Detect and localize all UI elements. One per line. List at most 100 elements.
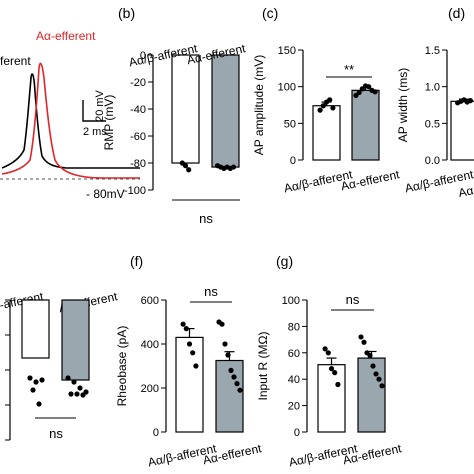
y-tick-label: 60 — [288, 348, 300, 360]
y-tick-label: 40 — [288, 374, 300, 386]
data-point — [186, 341, 193, 347]
sig-label: ** — [344, 62, 354, 77]
y-tick-label: 1.5 — [425, 45, 440, 57]
y-tick-label: 100 — [282, 295, 300, 307]
baseline-label: - 80mV — [86, 187, 125, 201]
data-point — [367, 352, 373, 359]
y-tick-label: 400 — [141, 339, 159, 351]
data-point — [193, 363, 199, 369]
panel-letter: (c) — [262, 5, 278, 21]
scale-bar — [82, 100, 106, 122]
data-point — [317, 107, 323, 113]
y-tick-label: -60 — [130, 131, 146, 143]
data-point — [180, 321, 186, 327]
data-point — [183, 326, 189, 332]
trace-label-efferent: Aα-efferent — [36, 29, 96, 43]
y-axis-label: Rheobase (pA) — [115, 326, 129, 407]
y-tick-label: 0 — [153, 427, 159, 439]
panel-d-ap-width: (d)AP width (ms)0.00.51.01.5Aα/β-afferen… — [396, 5, 474, 200]
data-point — [182, 163, 189, 169]
y-tick-label: 600 — [141, 295, 159, 307]
data-point — [376, 376, 382, 382]
data-point — [222, 341, 228, 347]
y-tick-label: 150 — [278, 45, 296, 57]
panel-e-point — [71, 379, 77, 385]
panel-g-input-r: (g)Input R (MΩ)020406080100Aα/β-afferent… — [256, 253, 403, 469]
data-point — [358, 334, 364, 340]
data-point — [190, 350, 196, 356]
panel-f-rheobase: (f)Rheobase (pA)0200400600Aα/β-afferentA… — [115, 253, 263, 469]
bar-afferent — [171, 54, 200, 164]
y-axis-label: AP amplitude (mV) — [252, 55, 266, 155]
bar-efferent — [351, 89, 380, 161]
data-point — [228, 367, 234, 373]
y-tick-label: 200 — [141, 383, 159, 395]
data-point — [320, 103, 326, 109]
y-tick-label: 50 — [284, 118, 296, 130]
data-point — [373, 371, 379, 377]
data-point — [379, 383, 385, 389]
y-tick-label: 100 — [278, 82, 296, 94]
panel-e-point — [33, 379, 39, 385]
data-point — [356, 89, 362, 96]
category-label: Aα — [457, 183, 474, 200]
panel-e-bar-afferent — [21, 299, 50, 359]
panel-letter: (d) — [448, 5, 465, 21]
panel-e-point — [77, 385, 83, 391]
panel-e-bar-efferent — [61, 299, 90, 381]
bar-afferent — [317, 364, 346, 433]
ap-trace-panel: ferent Aα-efferent 20 mV 2 ms - 80mV — [0, 29, 140, 201]
data-point — [330, 105, 336, 111]
bar-efferent — [211, 54, 240, 168]
data-point — [372, 89, 378, 95]
bar-afferent — [312, 105, 341, 161]
trace-efferent — [1, 62, 140, 179]
y-tick-label: 0.5 — [425, 118, 440, 130]
data-point — [325, 350, 331, 356]
data-point — [370, 363, 376, 369]
panel-b-rmp: (b)RMP (mV)-100-80-60-40-200Aα/β-afferen… — [102, 5, 247, 226]
y-tick-label: -20 — [130, 77, 146, 89]
scale-label-time: 2 ms — [83, 126, 107, 138]
trace-label-afferent: ferent — [0, 54, 31, 68]
panel-e-point — [80, 392, 86, 398]
y-tick-label: -80 — [130, 158, 146, 170]
panel-e-point — [36, 401, 42, 407]
panel-e-sig-label: ns — [49, 426, 63, 441]
data-point — [467, 98, 473, 104]
bar-afferent — [450, 100, 474, 161]
panel-e-point — [74, 391, 80, 397]
data-point — [328, 366, 335, 372]
panel-letter: (g) — [276, 253, 293, 269]
panel-e-point — [27, 375, 33, 381]
data-point — [327, 97, 333, 103]
y-tick-label: 0 — [290, 155, 296, 167]
data-point — [322, 346, 328, 352]
data-point — [230, 164, 237, 170]
panel-e-cropped: Aα/β-afferent Aα-efferent ns — [0, 289, 119, 441]
y-tick-label: 0 — [294, 427, 300, 439]
data-point — [237, 387, 243, 393]
data-point — [335, 381, 341, 388]
bar-efferent — [357, 357, 386, 433]
y-tick-label: -100 — [124, 185, 146, 197]
y-tick-label: 20 — [288, 401, 300, 413]
y-tick-label: 0.0 — [425, 155, 440, 167]
panel-c-ap-amplitude: (c)AP amplitude (mV)050100150Aα/β-affere… — [252, 5, 401, 195]
sig-label: ns — [204, 284, 218, 299]
y-tick-label: 80 — [288, 321, 300, 333]
y-axis-label: AP width (ms) — [396, 68, 410, 142]
panel-e-point — [68, 391, 74, 397]
trace-afferent — [1, 73, 140, 169]
panel-letter: (b) — [118, 5, 135, 21]
data-point — [361, 339, 367, 345]
sig-label: ns — [199, 211, 213, 226]
scale-label-voltage: 20 mV — [94, 89, 106, 121]
data-point — [219, 321, 225, 327]
panel-e-point — [39, 377, 45, 383]
sig-label: ns — [346, 292, 360, 307]
y-tick-label: 0 — [140, 50, 146, 62]
panel-letter: (f) — [130, 253, 143, 269]
data-point — [332, 370, 338, 376]
data-point — [366, 84, 372, 90]
